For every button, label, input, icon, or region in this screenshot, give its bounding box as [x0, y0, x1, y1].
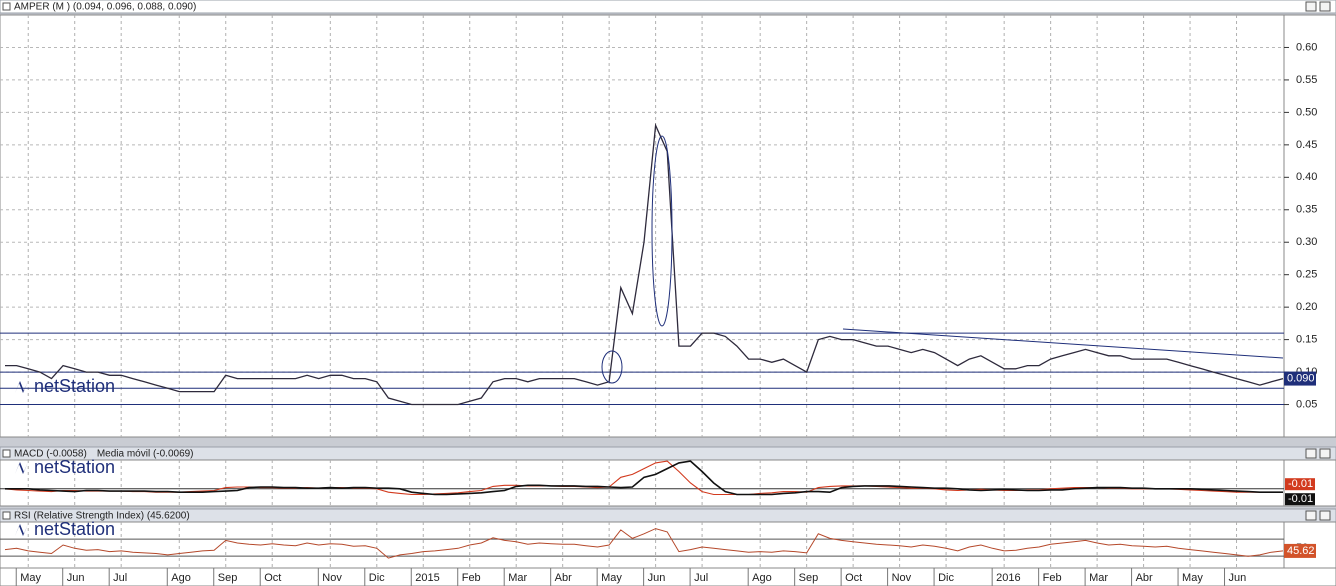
y-tick-label: 0.15: [1296, 334, 1317, 346]
watermark: netStation: [34, 457, 115, 477]
maximize-button[interactable]: [1319, 510, 1331, 521]
panel-title: RSI (Relative Strength Index) (45.6200): [14, 511, 190, 522]
series-line: [5, 460, 1283, 496]
last-value-tag: [1285, 493, 1315, 506]
x-tick-label: Jul: [113, 572, 127, 584]
panel-header: [0, 446, 1336, 461]
y-tick-label: 0.45: [1296, 139, 1317, 151]
y-tick-label: 0.40: [1296, 171, 1317, 183]
x-tick-label: Sep: [799, 572, 819, 584]
last-value-tag: [1285, 478, 1315, 491]
y-tick-label: 0.05: [1296, 398, 1317, 410]
series-line: [4, 460, 1283, 496]
x-tick-label: 2015: [415, 572, 439, 584]
x-tick-label: Feb: [1043, 572, 1062, 584]
x-tick-label: Feb: [462, 572, 481, 584]
annotation-ellipse: [651, 135, 673, 327]
y-tick-label: 0.20: [1296, 301, 1317, 313]
x-tick-label: Abr: [555, 572, 572, 584]
x-tick-label: Sep: [218, 572, 238, 584]
x-tick-label: Abr: [1136, 572, 1153, 584]
header-icon: [2, 511, 11, 520]
maximize-button[interactable]: [1319, 1, 1331, 12]
x-tick-label: 2016: [996, 572, 1020, 584]
x-tick-label: Nov: [892, 572, 912, 584]
minimize-button[interactable]: [1305, 1, 1317, 12]
plot-area: [0, 14, 1285, 438]
maximize-button[interactable]: [1319, 448, 1331, 459]
x-tick-label: Mar: [508, 572, 527, 584]
last-value-tag: [1284, 371, 1316, 386]
minimize-button[interactable]: [1305, 448, 1317, 459]
last-value-tag: [1284, 543, 1316, 558]
x-tick-label: Jun: [1229, 572, 1247, 584]
watermark: netStation: [34, 376, 115, 396]
plot-area: [0, 459, 1285, 507]
last-value-label: 0.090: [1287, 372, 1315, 384]
x-tick-label: May: [20, 572, 41, 584]
series-line: [4, 528, 1284, 559]
x-tick-label: May: [1182, 572, 1203, 584]
annotation-circle: [601, 350, 623, 384]
minimize-button[interactable]: [1305, 510, 1317, 521]
legend-label: MACD (-0.0058): [14, 449, 87, 460]
x-tick-label: Jun: [648, 572, 666, 584]
y-tick-label: 0.55: [1296, 74, 1317, 86]
last-value-label: 45.62: [1287, 545, 1315, 557]
watermark: netStation: [34, 519, 115, 539]
panel-header: [0, 0, 1336, 14]
trend-line: [842, 328, 1284, 359]
last-value-label: -0.01: [1288, 478, 1313, 490]
y-tick-label: 0.35: [1296, 204, 1317, 216]
x-tick-label: Mar: [1089, 572, 1108, 584]
plot-area: [0, 521, 1285, 569]
x-tick-label: May: [601, 572, 622, 584]
series-line: [5, 122, 1284, 406]
x-tick-label: Oct: [264, 572, 281, 584]
x-tick-label: Ago: [171, 572, 191, 584]
last-value-label: -0.01: [1288, 493, 1313, 505]
x-tick-label: Oct: [845, 572, 862, 584]
watermark-logo: [15, 381, 28, 393]
panel-title: AMPER (M ) (0.094, 0.096, 0.088, 0.090): [14, 2, 196, 13]
x-axis-area: [0, 567, 1336, 586]
y-tick-label: 0.30: [1296, 236, 1317, 248]
watermark-logo: [15, 462, 28, 474]
value-axis-area: [1283, 14, 1336, 438]
x-tick-label: Dic: [938, 572, 954, 584]
x-tick-label: Jun: [67, 572, 85, 584]
header-icon: [2, 449, 11, 458]
x-tick-label: Jul: [694, 572, 708, 584]
x-tick-label: Nov: [322, 572, 342, 584]
y-tick-label: 0.25: [1296, 269, 1317, 281]
x-tick-label: Dic: [369, 572, 385, 584]
y-tick-label: 0.60: [1296, 41, 1317, 53]
header-icon: [2, 2, 11, 11]
y-tick-label: 0.50: [1296, 106, 1317, 118]
x-tick-label: Ago: [752, 572, 772, 584]
watermark-logo: [15, 524, 28, 536]
legend-label: Media móvil (-0.0069): [97, 449, 194, 460]
panel-header: [0, 508, 1336, 523]
